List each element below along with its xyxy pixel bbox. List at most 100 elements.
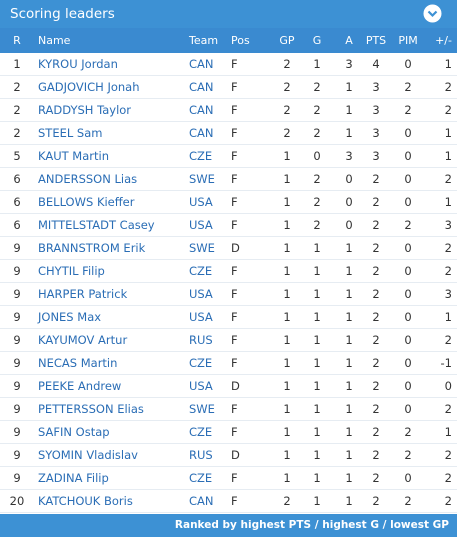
table-cell: 1 — [345, 471, 353, 485]
table-cell: F — [231, 333, 238, 347]
table-cell: 2 — [372, 218, 380, 232]
table-cell: 1 — [283, 333, 291, 347]
table-cell: F — [231, 425, 238, 439]
table-row: 9 CHYTIL Filip CZE F 1 1 1 2 0 2 — [0, 260, 457, 283]
player-name[interactable]: MITTELSTADT Casey — [38, 218, 155, 232]
player-name[interactable]: NECAS Martin — [38, 356, 118, 370]
table-cell: 0 — [404, 333, 412, 347]
table-cell: 1 — [345, 333, 353, 347]
table-cell: 3 — [444, 218, 452, 232]
player-name[interactable]: CHYTIL Filip — [38, 264, 105, 278]
table-row: 1 KYROU Jordan CAN F 2 1 3 4 0 1 — [0, 53, 457, 76]
table-cell: F — [231, 287, 238, 301]
player-name[interactable]: KAUT Martin — [38, 149, 109, 163]
player-name[interactable]: KAYUMOV Artur — [38, 333, 128, 347]
player-name[interactable]: ZADINA Filip — [38, 471, 109, 485]
table-cell: 2 — [444, 103, 452, 117]
table-cell: 2 — [372, 494, 380, 508]
table-cell: CAN — [189, 57, 214, 71]
table-cell: 9 — [13, 241, 21, 255]
table-cell: 20 — [9, 494, 25, 508]
table-cell: 1 — [313, 57, 321, 71]
table-cell: CZE — [189, 149, 213, 163]
table-cell: 9 — [13, 333, 21, 347]
table-cell: D — [231, 241, 240, 255]
table-cell: 0 — [404, 287, 412, 301]
table-cell: 2 — [283, 494, 291, 508]
column-heading: R — [13, 34, 21, 47]
table-cell: 2 — [372, 379, 380, 393]
table-cell: 9 — [13, 448, 21, 462]
table-cell: 0 — [404, 126, 412, 140]
table-cell: 1 — [283, 356, 291, 370]
table-cell: 2 — [444, 471, 452, 485]
column-heading: PIM — [398, 34, 418, 47]
table-cell: 6 — [13, 218, 21, 232]
table-cell: 1 — [313, 310, 321, 324]
table-cell: 0 — [313, 149, 321, 163]
table-cell: F — [231, 149, 238, 163]
table-cell: 2 — [313, 126, 321, 140]
table-cell: 2 — [372, 425, 380, 439]
table-row: 9 JONES Max USA F 1 1 1 2 0 1 — [0, 306, 457, 329]
table-cell: CAN — [189, 494, 214, 508]
table-cell: 3 — [372, 149, 380, 163]
table-cell: 1 — [313, 379, 321, 393]
table-cell: F — [231, 264, 238, 278]
table-cell: 1 — [345, 310, 353, 324]
table-cell: F — [231, 172, 238, 186]
player-name[interactable]: RADDYSH Taylor — [38, 103, 132, 117]
table-cell: 2 — [372, 310, 380, 324]
player-name[interactable]: PEEKE Andrew — [38, 379, 122, 393]
table-cell: 3 — [372, 103, 380, 117]
table-cell: 9 — [13, 379, 21, 393]
player-name[interactable]: HARPER Patrick — [38, 287, 128, 301]
table-cell: RUS — [189, 448, 213, 462]
table-cell: F — [231, 471, 238, 485]
table-row: 9 KAYUMOV Artur RUS F 1 1 1 2 0 2 — [0, 329, 457, 352]
table-cell: USA — [189, 379, 213, 393]
player-name[interactable]: BELLOWS Kieffer — [38, 195, 135, 209]
table-cell: 2 — [372, 402, 380, 416]
player-name[interactable]: GADJOVICH Jonah — [38, 80, 140, 94]
table-cell: 0 — [404, 195, 412, 209]
player-name[interactable]: PETTERSSON Elias — [38, 402, 144, 416]
footer-note: Ranked by highest PTS / highest G / lowe… — [174, 519, 449, 531]
player-name[interactable]: STEEL Sam — [38, 126, 103, 140]
player-name[interactable]: KYROU Jordan — [38, 57, 118, 71]
player-name[interactable]: JONES Max — [38, 310, 102, 324]
table-row: 6 ANDERSSON Lias SWE F 1 2 0 2 0 2 — [0, 168, 457, 191]
table-cell: D — [231, 379, 240, 393]
table-cell: 1 — [283, 310, 291, 324]
table-cell: 9 — [13, 402, 21, 416]
table-cell: USA — [189, 195, 213, 209]
table-cell: 2 — [372, 241, 380, 255]
player-name[interactable]: ANDERSSON Lias — [38, 172, 138, 186]
table-cell: 9 — [13, 264, 21, 278]
table-cell: 1 — [345, 402, 353, 416]
table-cell: 0 — [404, 471, 412, 485]
table-row: 5 KAUT Martin CZE F 1 0 3 3 0 1 — [0, 145, 457, 168]
table-cell: 1 — [313, 448, 321, 462]
table-cell: D — [231, 448, 240, 462]
table-cell: 1 — [283, 471, 291, 485]
player-name[interactable]: BRANNSTROM Erik — [38, 241, 146, 255]
player-name[interactable]: SAFIN Ostap — [38, 425, 110, 439]
table-cell: 2 — [13, 126, 21, 140]
column-heading: Team — [189, 34, 219, 47]
collapse-button[interactable] — [423, 4, 442, 23]
table-row: 9 BRANNSTROM Erik SWE D 1 1 1 2 0 2 — [0, 237, 457, 260]
table-cell: 6 — [13, 172, 21, 186]
table-cell: 2 — [372, 264, 380, 278]
table-cell: 1 — [313, 494, 321, 508]
table-cell: 3 — [372, 126, 380, 140]
column-heading: GP — [279, 34, 295, 47]
table-cell: 9 — [13, 471, 21, 485]
table-cell: 1 — [345, 379, 353, 393]
table-cell: 0 — [404, 241, 412, 255]
table-cell: 1 — [345, 448, 353, 462]
table-row: 9 SYOMIN Vladislav RUS D 1 1 1 2 2 2 — [0, 444, 457, 467]
player-name[interactable]: SYOMIN Vladislav — [38, 448, 138, 462]
player-name[interactable]: KATCHOUK Boris — [38, 494, 133, 508]
